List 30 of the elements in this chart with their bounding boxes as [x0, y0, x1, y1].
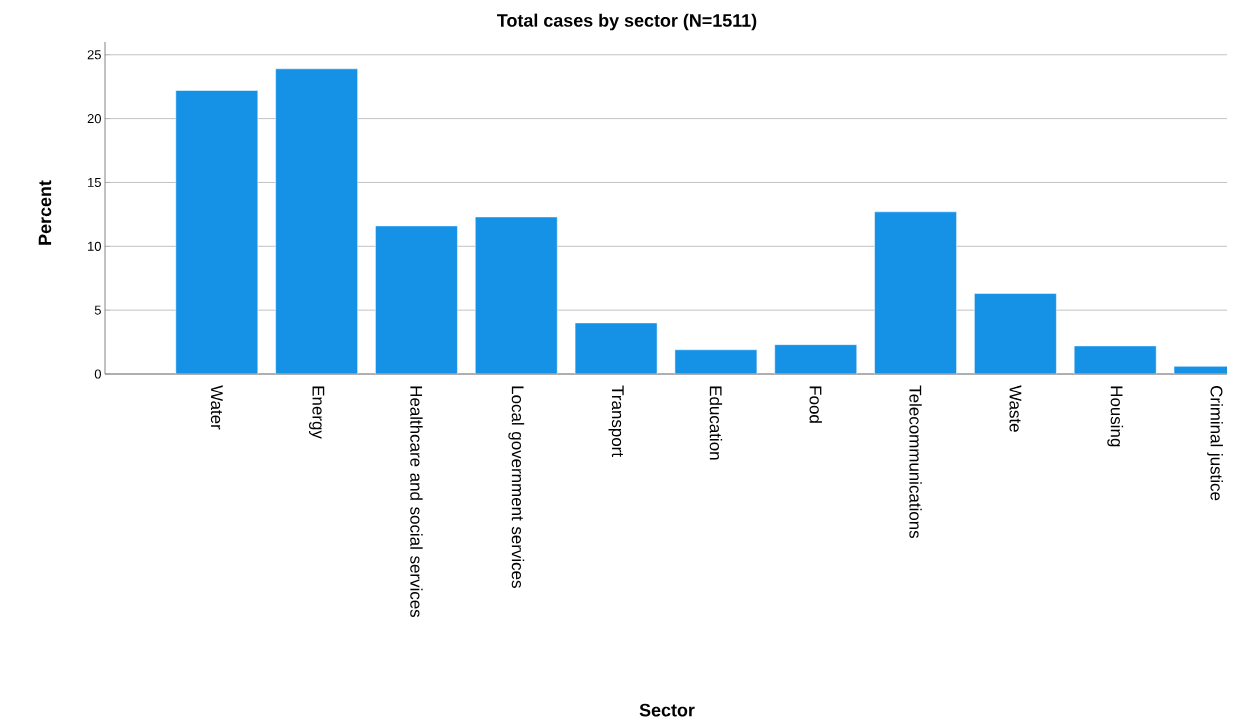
x-tick-label: Water — [210, 385, 223, 430]
x-tick-label: Telecommunications — [909, 385, 922, 539]
y-tick-label: 20 — [87, 114, 101, 124]
bar — [674, 349, 758, 374]
chart-title: Total cases by sector (N=1511) — [497, 13, 757, 31]
bar — [275, 68, 358, 374]
x-tick-label: Local government services — [508, 386, 525, 588]
x-tick-label: Education — [709, 386, 723, 460]
x-tick-label: Food — [809, 386, 822, 423]
y-tick-label: 25 — [87, 50, 101, 60]
x-axis-title: Sector — [639, 703, 695, 717]
bar — [574, 322, 658, 374]
x-tick-label: Criminal justice — [1207, 386, 1223, 501]
y-tick-label: 0 — [94, 369, 101, 379]
bar — [874, 211, 957, 374]
x-tick-label: Waste — [1009, 385, 1022, 432]
y-tick-label: 15 — [88, 177, 101, 187]
bar — [1073, 345, 1157, 374]
x-tick-label: Transport — [608, 385, 624, 457]
bar — [974, 293, 1057, 374]
x-tick-label: Healthcare and social services — [410, 386, 423, 618]
bar — [774, 344, 857, 374]
y-tick-label: 10 — [88, 241, 101, 251]
bar — [375, 225, 458, 374]
x-tick-label: Housing — [1107, 386, 1124, 447]
x-tick-label: Energy — [309, 386, 325, 439]
y-axis-title: Percent — [38, 180, 52, 245]
bar — [475, 216, 558, 374]
y-tick-label: 5 — [94, 305, 101, 315]
bar — [175, 90, 259, 374]
